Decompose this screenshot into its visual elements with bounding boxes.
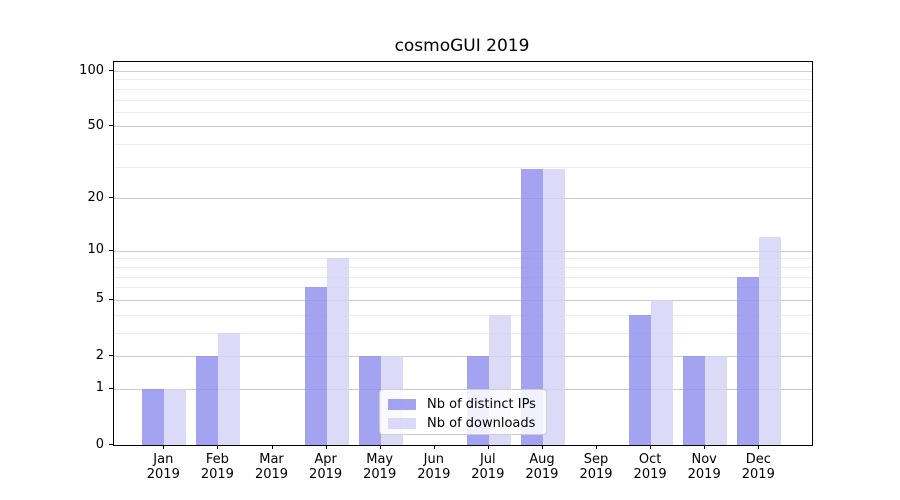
x-tick-mark [541,445,543,449]
x-tick-mark [217,445,219,449]
gridline-minor [114,111,812,113]
legend-label-distinct-ips: Nb of distinct IPs [427,397,536,412]
x-tick-mark [433,445,435,449]
x-tick-mark [704,445,706,449]
y-tick-label: 2 [95,347,104,363]
x-tick-label-feb: Feb 2019 [200,452,234,482]
legend-swatch-downloads [388,418,416,429]
y-tick-mark [109,125,113,127]
x-tick-label-sep: Sep 2019 [579,452,613,482]
x-tick-label-nov: Nov 2019 [687,452,721,482]
x-tick-label-oct: Oct 2019 [633,452,667,482]
gridline-minor [114,276,812,278]
x-tick-label-jan: Jan 2019 [146,452,180,482]
legend-item-distinct-ips: Nb of distinct IPs [388,396,538,413]
bar-jan-series1 [164,388,187,445]
gridline-minor [114,144,812,146]
bar-jan-series0 [142,388,165,445]
gridline-minor [114,332,812,334]
y-tick-label: 100 [79,62,104,78]
bar-aug-series0 [520,169,543,445]
bar-feb-series0 [196,356,219,445]
x-tick-label-aug: Aug 2019 [525,452,559,482]
bar-dec-series1 [759,237,782,445]
y-tick-mark [109,444,113,445]
gridline-major [114,299,812,301]
gridline-major [114,126,812,128]
x-tick-mark [325,445,327,449]
bar-oct-series0 [629,314,652,445]
legend-label-downloads: Nb of downloads [427,416,536,431]
gridline-minor [114,88,812,90]
gridline-minor [114,314,812,316]
bar-nov-series0 [683,356,706,445]
x-tick-mark [271,445,273,449]
x-tick-label-mar: Mar 2019 [254,452,289,482]
bar-apr-series1 [326,258,349,445]
y-tick-label: 20 [87,189,104,205]
y-tick-mark [109,298,113,300]
y-tick-mark [109,249,113,251]
x-tick-mark [163,445,165,449]
bar-oct-series1 [651,299,674,445]
y-tick-label: 50 [87,117,104,133]
x-tick-label-may: May 2019 [363,452,397,482]
gridline-major [114,198,812,200]
bar-dec-series0 [737,276,760,445]
gridline-major [114,356,812,357]
bar-nov-series1 [705,356,728,445]
x-tick-label-apr: Apr 2019 [309,452,343,482]
legend-item-downloads: Nb of downloads [388,415,538,432]
y-tick-mark [109,387,113,389]
plot-area: Nb of distinct IPs Nb of downloads [113,61,813,446]
y-tick-mark [109,70,113,71]
x-tick-mark [758,445,760,449]
x-tick-mark [487,445,489,449]
gridline-major [114,71,812,72]
gridline-major [114,250,812,252]
x-tick-mark [596,445,597,449]
gridline-minor [114,166,812,168]
bar-aug-series1 [542,169,565,445]
gridline-minor [114,99,812,101]
x-tick-label-jul: Jul 2019 [471,452,505,482]
bar-may-series0 [358,356,381,445]
bar-apr-series0 [304,287,327,445]
y-tick-label: 5 [95,291,104,307]
x-tick-label-jun: Jun 2019 [417,452,451,482]
legend: Nb of distinct IPs Nb of downloads [379,389,547,435]
gridline-minor [114,79,812,81]
x-tick-mark [379,445,381,449]
gridline-minor [114,287,812,289]
y-tick-label: 1 [95,380,104,396]
y-tick-mark [109,197,113,199]
y-tick-mark [109,355,113,356]
bar-feb-series1 [218,332,241,445]
gridline-minor [114,258,812,260]
legend-swatch-distinct-ips [388,399,416,410]
gridline-minor [114,266,812,268]
y-tick-label: 0 [95,436,104,452]
y-tick-label: 10 [87,242,104,258]
chart-title: cosmoGUI 2019 [394,36,530,56]
x-tick-label-dec: Dec 2019 [741,452,775,482]
x-tick-mark [650,445,652,449]
